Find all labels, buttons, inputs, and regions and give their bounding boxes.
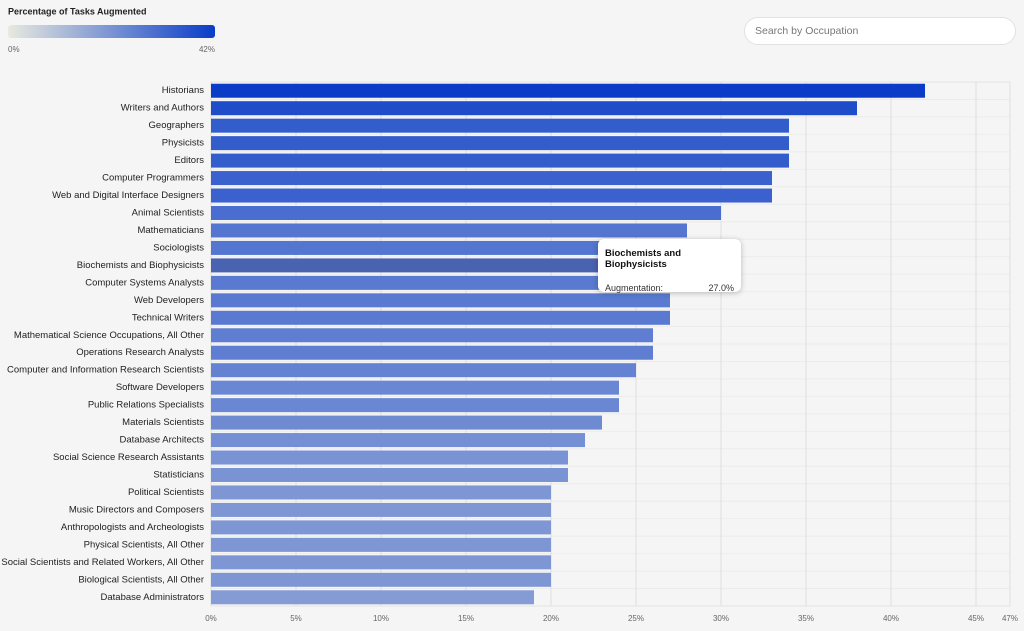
x-tick-label: 20% <box>543 614 559 623</box>
y-tick-label: Public Relations Specialists <box>88 400 204 411</box>
bar <box>211 293 670 308</box>
y-tick-label: Software Developers <box>116 382 204 393</box>
bar <box>211 572 551 587</box>
y-tick-label: Mathematical Science Occupations, All Ot… <box>14 330 204 341</box>
bar <box>211 520 551 535</box>
tooltip-label: Augmentation: <box>605 283 664 293</box>
y-tick-label: Mathematicians <box>137 225 204 236</box>
legend-max: 42% <box>199 45 215 54</box>
x-tick-label: 45% <box>968 614 984 623</box>
y-tick-label: Social Scientists and Related Workers, A… <box>1 557 204 568</box>
y-tick-label: Materials Scientists <box>122 417 204 428</box>
bar <box>211 415 602 430</box>
bar <box>211 555 551 570</box>
bar <box>211 83 925 98</box>
x-tick-label: 0% <box>205 614 217 623</box>
bar <box>211 188 772 203</box>
y-tick-label: Animal Scientists <box>132 208 205 219</box>
x-tick-label: 25% <box>628 614 644 623</box>
bar <box>211 485 551 500</box>
y-tick-label: Technical Writers <box>132 312 204 323</box>
bar <box>211 380 619 395</box>
y-tick-label: Social Science Research Assistants <box>53 452 204 463</box>
tooltip-title: Biochemists and Biophysicists <box>605 248 682 270</box>
y-tick-label: Computer Systems Analysts <box>85 277 204 288</box>
tooltip: Biochemists and Biophysicists Augmentati… <box>598 239 741 293</box>
y-tick-label: Operations Research Analysts <box>76 347 204 358</box>
y-tick-label: Physicists <box>162 138 204 149</box>
bar <box>211 590 534 605</box>
bar <box>211 363 636 378</box>
bar <box>211 153 789 168</box>
y-tick-label: Music Directors and Composers <box>69 504 204 515</box>
legend-title: Percentage of Tasks Augmented <box>8 6 147 16</box>
bar <box>211 275 670 290</box>
x-tick-label: 40% <box>883 614 899 623</box>
y-tick-label: Political Scientists <box>128 487 204 498</box>
bar <box>211 240 687 255</box>
y-tick-label: Biological Scientists, All Other <box>78 574 204 585</box>
bar <box>211 398 619 413</box>
legend-min: 0% <box>8 45 20 54</box>
y-tick-label: Historians <box>162 85 204 96</box>
x-tick-label: 30% <box>713 614 729 623</box>
bar <box>211 502 551 517</box>
y-tick-label: Physical Scientists, All Other <box>84 539 204 550</box>
y-tick-label: Geographers <box>149 120 205 131</box>
bar <box>211 450 568 465</box>
y-tick-label: Computer and Information Research Scient… <box>7 365 204 376</box>
y-tick-label: Statisticians <box>153 470 204 481</box>
bar <box>211 258 670 273</box>
bar <box>211 101 857 116</box>
search-box[interactable]: Search by Occupation <box>744 17 1016 45</box>
tooltip-value: 27.0% <box>708 283 734 293</box>
y-tick-label: Database Administrators <box>101 592 205 603</box>
y-tick-label: Editors <box>174 155 204 166</box>
bar <box>211 345 653 360</box>
y-tick-label: Computer Programmers <box>102 173 204 184</box>
bar <box>211 328 653 343</box>
y-tick-label: Web Developers <box>134 295 204 306</box>
bar <box>211 468 568 482</box>
bar <box>211 433 585 448</box>
y-tick-label: Biochemists and Biophysicists <box>77 260 204 271</box>
y-tick-label: Sociologists <box>153 242 204 253</box>
y-tick-label: Web and Digital Interface Designers <box>52 190 204 201</box>
bar <box>211 206 721 220</box>
bar <box>211 223 687 238</box>
bar <box>211 171 772 186</box>
x-tick-label: 5% <box>290 614 302 623</box>
y-tick-label: Anthropologists and Archeologists <box>61 522 204 533</box>
x-tick-label: 10% <box>373 614 389 623</box>
tooltip-row: Augmentation: 27.0% <box>605 283 734 293</box>
y-tick-label: Database Architects <box>120 435 205 446</box>
x-tick-label: 35% <box>798 614 814 623</box>
legend-gradient <box>8 25 215 38</box>
bar <box>211 118 789 133</box>
bar <box>211 537 551 552</box>
bar <box>211 310 670 325</box>
x-tick-label: 47% <box>1002 614 1018 623</box>
y-tick-label: Writers and Authors <box>121 103 205 114</box>
x-tick-label: 15% <box>458 614 474 623</box>
bar <box>211 136 789 151</box>
